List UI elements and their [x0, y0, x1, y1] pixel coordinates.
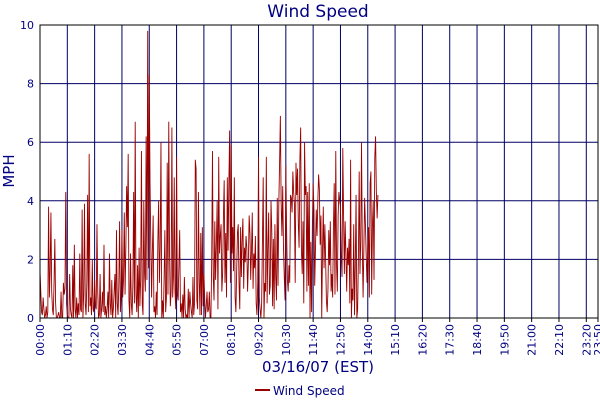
x-axis-label: 03/16/07 (EST): [262, 358, 374, 376]
x-tick-label: 10:30: [280, 324, 293, 356]
y-tick-label: 10: [20, 19, 34, 32]
x-tick-label: 17:30: [444, 324, 457, 356]
x-tick-label: 15:10: [389, 324, 402, 356]
y-tick-label: 0: [27, 312, 34, 325]
legend: Wind Speed: [255, 384, 345, 398]
legend-label: Wind Speed: [273, 384, 345, 398]
x-tick-label: 19:50: [498, 324, 511, 356]
y-tick-label: 6: [27, 136, 34, 149]
x-tick-label: 08:10: [225, 324, 238, 356]
chart-title: Wind Speed: [267, 2, 368, 22]
x-tick-label: 09:20: [253, 324, 266, 356]
x-tick-label: 23:20: [580, 324, 593, 356]
x-tick-label: 14:00: [362, 324, 375, 356]
x-tick-label: 16:20: [416, 324, 429, 356]
x-tick-label: 07:00: [198, 324, 211, 356]
y-tick-label: 8: [27, 78, 34, 91]
x-tick-label: 04:40: [143, 324, 156, 356]
x-tick-label: 03:30: [116, 324, 129, 356]
x-tick-label: 01:10: [61, 324, 74, 356]
x-tick-label: 18:40: [471, 324, 484, 356]
series-line-wind-speed: [39, 30, 379, 319]
y-tick-label: 2: [27, 253, 34, 266]
x-tick-label: 11:40: [307, 324, 320, 356]
y-axis-label: MPH: [0, 154, 18, 187]
plot-frame: [39, 24, 599, 319]
y-tick-label: 4: [27, 195, 34, 208]
x-tick-label: 00:00: [34, 324, 47, 356]
x-tick-label: 23:50: [592, 324, 600, 356]
x-tick-label: 05:50: [171, 324, 184, 356]
x-tick-label: 22:10: [553, 324, 566, 356]
x-tick-label: 12:50: [334, 324, 347, 356]
x-tick-label: 21:00: [526, 324, 539, 356]
x-tick-label: 02:20: [89, 324, 102, 356]
